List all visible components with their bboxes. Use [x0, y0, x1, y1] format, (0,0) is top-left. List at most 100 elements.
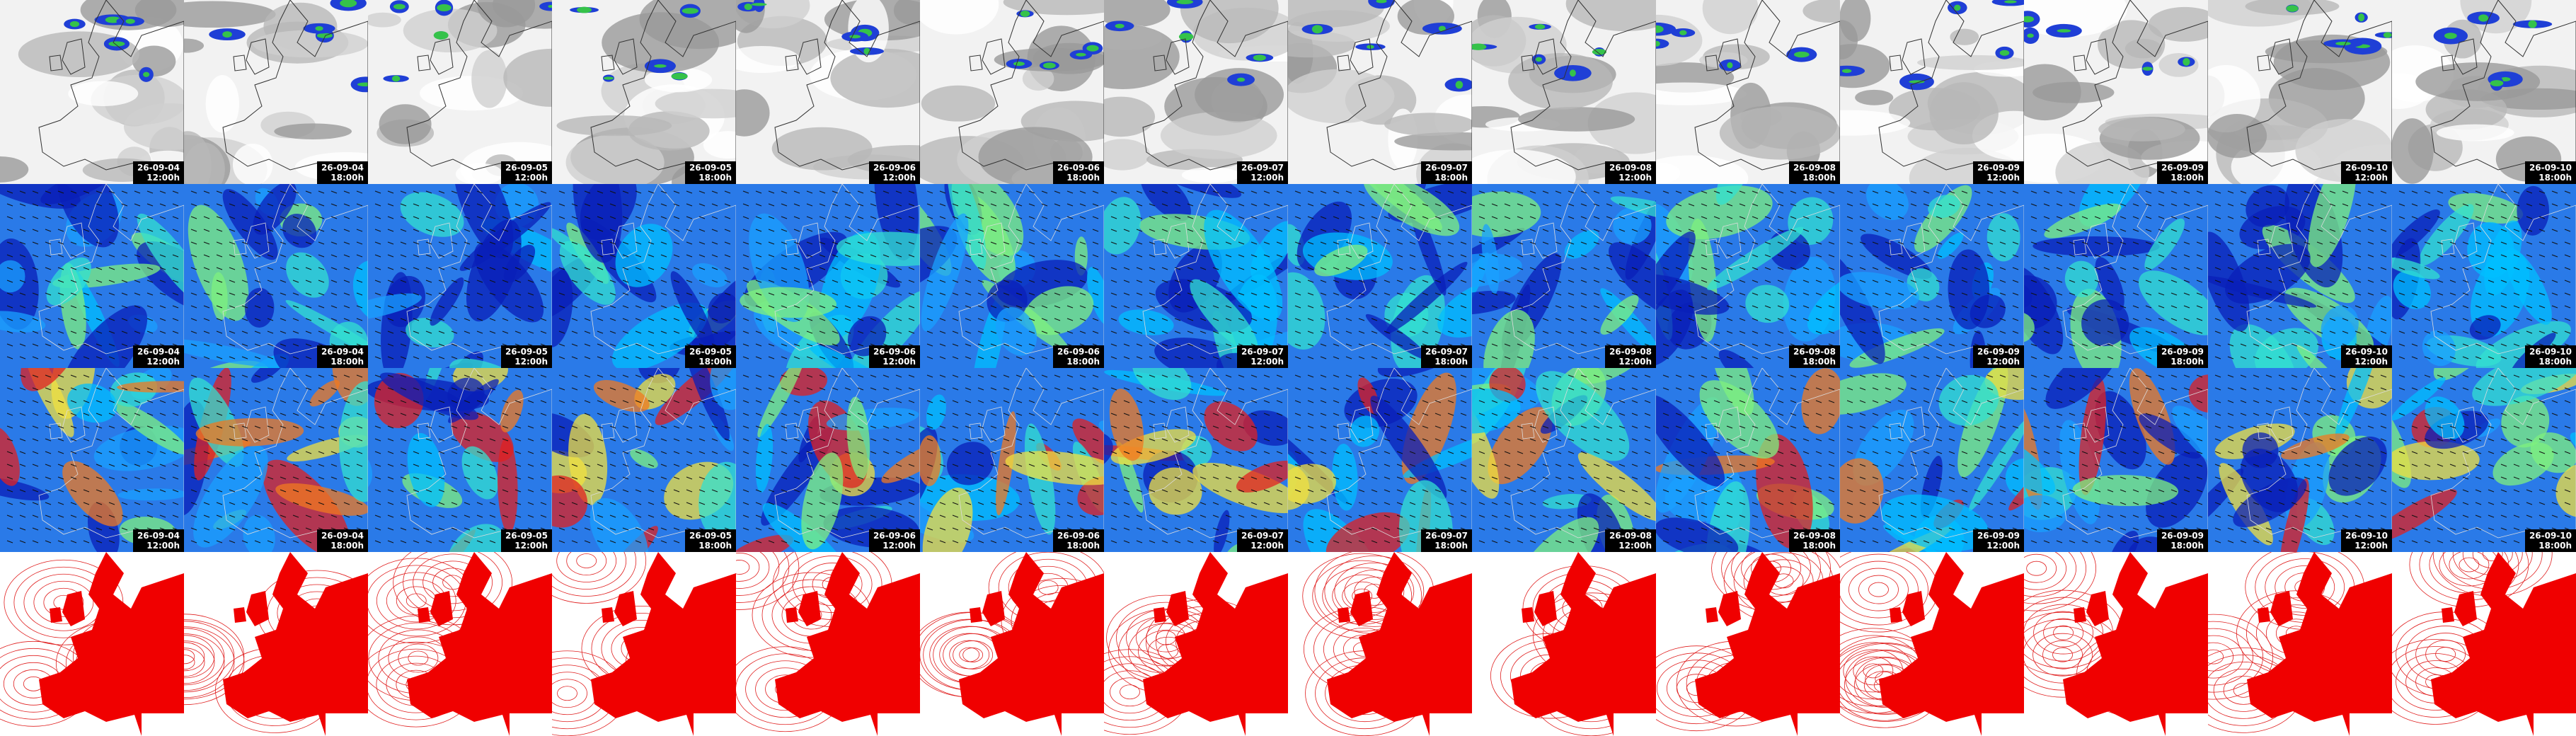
wind-arrow [1422, 318, 1429, 321]
wind-arrow [527, 425, 534, 429]
wind-arrow [2253, 318, 2260, 321]
wind-arrow [1149, 318, 1156, 321]
wind-arrow [1478, 254, 1485, 258]
wind-arrow [305, 451, 312, 454]
wind-arrow [57, 476, 64, 480]
wind-arrow [2145, 305, 2152, 309]
wind-arrow [1174, 241, 1181, 245]
wind-arrow [1542, 318, 1549, 321]
wind-arrow [356, 374, 363, 378]
wind-field [1204, 209, 1283, 321]
time: 12:00h [882, 541, 916, 551]
wind-arrow [1434, 203, 1442, 207]
map-cell: 26-09-08 12:00h [1472, 0, 1656, 184]
wind-arrow [1517, 292, 1524, 296]
wind-arrow [768, 267, 775, 270]
wind-arrow [1948, 356, 1955, 360]
wind-arrow [648, 527, 655, 531]
wind-arrow [216, 502, 223, 505]
time: 18:00h [2538, 357, 2572, 367]
wind-arrow [2030, 330, 2037, 334]
time: 12:00h [882, 357, 916, 367]
wind-arrow [1726, 267, 1733, 270]
coastline [1326, 0, 1472, 184]
wind-arrow [1580, 318, 1587, 321]
wind-arrow [1815, 203, 1822, 207]
wind-arrow [2132, 280, 2139, 283]
wind-arrow [57, 400, 64, 403]
wind-arrow [489, 464, 496, 467]
wind-arrow [597, 476, 604, 480]
wind-arrow [343, 464, 350, 467]
wind-arrow [216, 229, 223, 232]
wind-arrow [159, 374, 166, 378]
wind-arrow [1161, 464, 1168, 467]
wind-arrow [343, 318, 350, 321]
wind-arrow [1110, 425, 1117, 429]
wind-arrow [32, 267, 39, 270]
wind-arrow [280, 387, 287, 391]
wind-arrow [1263, 451, 1270, 454]
wind-arrow [134, 318, 141, 321]
wind-arrow [597, 413, 604, 416]
wind-arrow [540, 280, 547, 283]
wind-field [1437, 276, 1472, 338]
wind-arrow [32, 229, 39, 232]
wind-arrow [305, 400, 312, 403]
wind-arrow [1872, 216, 1879, 219]
wind-arrow [241, 374, 248, 378]
wind-arrow [965, 267, 972, 270]
wind-arrow [121, 229, 128, 232]
map-cell: 26-09-04 18:00h [184, 184, 368, 368]
wind-arrow [254, 527, 261, 531]
wind-arrow [870, 203, 877, 207]
map-cell: 26-09-09 18:00h [2024, 0, 2208, 184]
wind-arrow [768, 374, 775, 378]
wind-arrow [159, 318, 166, 321]
wind-arrow [1961, 267, 1968, 270]
wind-arrow [2240, 280, 2247, 283]
wind-arrow [857, 229, 864, 232]
wind-arrow [356, 190, 363, 194]
wind-arrow [1434, 330, 1442, 334]
wind-arrow [292, 330, 299, 334]
wind-arrow [711, 292, 718, 296]
wind-arrow [1123, 387, 1130, 391]
wind-arrow [1200, 425, 1207, 429]
wind-arrow [571, 216, 578, 219]
timestamp-label: 26-09-07 18:00h [1420, 345, 1472, 368]
wind-arrow [698, 489, 706, 493]
wind-arrow [2043, 305, 2050, 309]
wind-arrow [172, 254, 179, 258]
precip [2335, 41, 2351, 46]
wind-arrow [356, 438, 363, 442]
timestamp-label: 26-09-06 18:00h [1052, 345, 1104, 368]
wind-arrow [1358, 305, 1365, 309]
wind-arrow [2316, 203, 2323, 207]
wind-arrow [70, 280, 77, 283]
wind-arrow [908, 425, 915, 429]
wind-arrow [280, 292, 287, 296]
wind-arrow [2120, 254, 2127, 258]
wind-arrow [413, 374, 420, 378]
wind-arrow [977, 343, 984, 347]
wind-arrow [832, 514, 839, 518]
wind-arrow [413, 540, 420, 544]
wind-arrow [241, 330, 248, 334]
wind-arrow [146, 514, 154, 518]
wind-field [1564, 230, 1599, 259]
wind-arrow [108, 305, 115, 309]
wind-arrow [2227, 241, 2234, 245]
wind-arrow [2398, 267, 2405, 270]
wind-arrow [216, 254, 223, 258]
wind-arrow [70, 489, 77, 493]
wind-arrow [1225, 425, 1232, 429]
wind-arrow [2030, 203, 2037, 207]
wind-arrow [330, 374, 338, 378]
wind-arrow [514, 476, 522, 480]
wind-arrow [476, 305, 483, 309]
wind-arrow [660, 438, 667, 442]
wind-arrow [387, 413, 394, 416]
wind-arrow [1174, 229, 1181, 232]
wind-arrow [1434, 216, 1442, 219]
